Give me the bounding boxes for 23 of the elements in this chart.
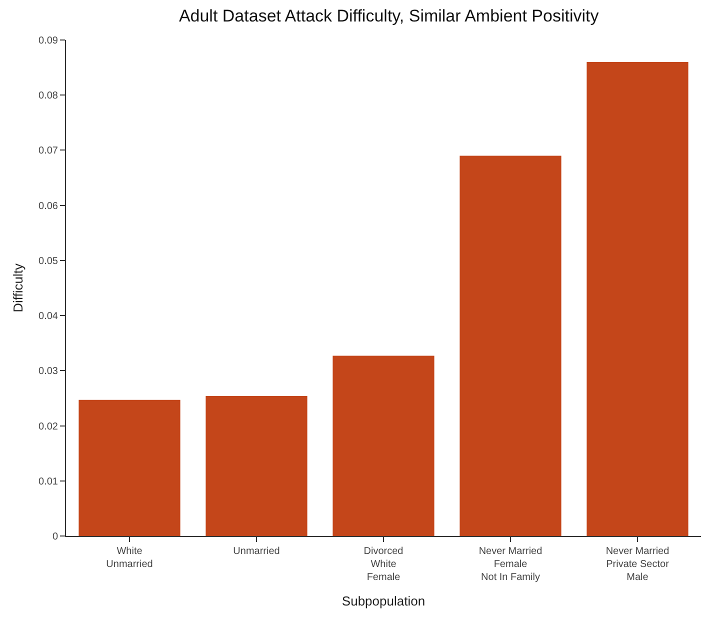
bar bbox=[586, 62, 688, 536]
x-tick-label: Never Married Female Not In Family bbox=[478, 546, 542, 583]
y-tick-label: 0.02 bbox=[38, 421, 58, 432]
y-tick-label: 0.01 bbox=[38, 476, 58, 488]
y-tick-label: 0.04 bbox=[38, 311, 58, 322]
y-axis-title: Difficulty bbox=[10, 263, 26, 312]
bar bbox=[332, 356, 434, 536]
x-tick-label: Unmarried bbox=[233, 546, 280, 557]
x-tick-label: Divorced White Female bbox=[364, 546, 404, 583]
y-tick-label: 0.03 bbox=[38, 366, 58, 378]
x-tick-label: White Unmarried bbox=[106, 546, 153, 570]
y-tick-label: 0.05 bbox=[38, 256, 58, 267]
bar bbox=[460, 156, 562, 536]
chart-title: Adult Dataset Attack Difficulty, Similar Ambient Positivity bbox=[178, 6, 600, 26]
x-tick-label: Never Married Private Sector Male bbox=[606, 546, 670, 583]
y-tick-label: 0.07 bbox=[38, 146, 58, 157]
bar bbox=[78, 400, 180, 536]
x-axis-title: Subpopulation bbox=[342, 594, 426, 609]
y-tick-label: 0.09 bbox=[38, 36, 58, 46]
y-tick-label: 0 bbox=[52, 532, 58, 542]
y-tick-label: 0.06 bbox=[38, 200, 58, 212]
y-tick-label: 0.08 bbox=[38, 90, 58, 102]
bar bbox=[206, 396, 308, 536]
